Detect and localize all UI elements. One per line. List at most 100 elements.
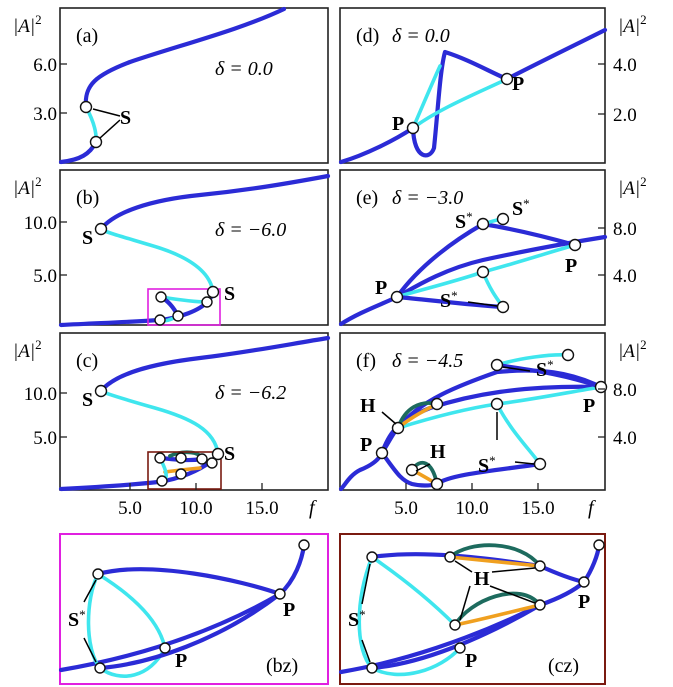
- panel-f-point-p1: [375, 446, 389, 460]
- panel-cz-point-s*2: [366, 662, 378, 674]
- panel-c-label-s1: S: [82, 389, 93, 411]
- panel-d-label-p1: P: [392, 113, 404, 135]
- panel-c-point-h1: [154, 452, 166, 464]
- panel-e-tag: (e): [356, 187, 378, 209]
- panel-e-stable-right: [480, 221, 578, 248]
- panel-cz-stable-bottom: [369, 602, 543, 671]
- panel-c-point-h2: [175, 452, 187, 464]
- panel-d-tag: (d): [356, 25, 379, 47]
- panel-bz-arrow-2: [83, 637, 97, 663]
- panel-f-xtick-5: 5.0: [394, 498, 418, 519]
- panel-e-label-s*3: S*: [440, 288, 458, 312]
- panel-b-ylabel: |A|2: [13, 174, 42, 199]
- panel-cz-arrow-2: [361, 639, 371, 663]
- panel-e-stable-mid: [394, 221, 486, 300]
- panel-cz-label-p1: P: [465, 650, 477, 672]
- panel-f-point-p2: [594, 380, 608, 394]
- panel-c-tag: (c): [76, 350, 98, 372]
- panel-a-ytick-6: 6.0: [33, 55, 57, 76]
- panel-b-point-s-lower: [206, 285, 220, 299]
- panel-c-frame: [59, 332, 329, 491]
- panel-bz-point-s: [298, 539, 310, 551]
- panel-b-point-s-upper: [94, 222, 108, 236]
- panel-bz-tag: (bz): [266, 655, 298, 677]
- panel-e-point-s*1: [476, 217, 490, 231]
- panel-bz-label-s*: S*: [68, 607, 86, 631]
- panel-c-ytick-5: 5.0: [33, 428, 57, 449]
- panel-f-point-h3: [405, 463, 419, 477]
- panel-cz-orange-upper: [448, 555, 542, 568]
- panel-b-unstable-main: [99, 227, 215, 294]
- panel-b-zoom-box: [147, 288, 221, 326]
- panel-f-label-s*2: S*: [478, 453, 496, 477]
- panel-a-frame: [59, 7, 329, 164]
- panel-e-label-p2: P: [565, 255, 577, 277]
- panel-cz-label-s*: S*: [348, 607, 366, 631]
- panel-f-point-h1: [391, 421, 405, 435]
- panel-d-ylabel: |A|2: [618, 12, 647, 37]
- panel-a-tag: (a): [76, 25, 98, 47]
- panel-c-point-s-lower: [211, 447, 225, 461]
- panel-c-stable-lower: [58, 479, 161, 492]
- panel-e-stable-lower: [338, 294, 400, 327]
- panel-c-stable-upper: [98, 335, 331, 394]
- panel-b-point-s*2: [154, 314, 166, 326]
- panel-c-xtick-10: 10.0: [179, 498, 212, 519]
- panel-cz-point-p1: [454, 642, 466, 654]
- panel-cz-arrow-h3: [459, 585, 471, 621]
- panel-cz-stable-upper: [369, 542, 602, 585]
- panel-c-point-s*: [156, 475, 168, 487]
- panel-bz-arrow-1: [83, 579, 97, 603]
- panel-a: S (a) δ = 0.0 6.0 3.0 |A|2: [13, 6, 329, 165]
- panel-e-point-s*3: [476, 265, 490, 279]
- panel-f-ylabel: |A|2: [618, 337, 647, 362]
- panel-d-ytick-4: 4.0: [613, 55, 637, 76]
- panel-d-stable-lower: [338, 125, 416, 165]
- panel-f-delta: δ = −4.5: [392, 350, 463, 372]
- panel-e-label-s*2: S*: [512, 196, 530, 220]
- panel-cz-unstable-diag: [370, 555, 457, 627]
- panel-f-stable-upper: [379, 384, 604, 456]
- panel-b-label-s2: S: [224, 283, 235, 305]
- panel-cz-arrow-h4: [489, 585, 536, 604]
- panel-f-ytick-4: 4.0: [613, 428, 637, 449]
- panel-c-xtick-15: 15.0: [245, 498, 278, 519]
- panel-b-stable-upper: [98, 173, 331, 232]
- panel-cz-tag: (cz): [548, 655, 579, 677]
- panel-f-unstable-loop: [495, 402, 542, 466]
- panel-cz-stable-lower: [338, 579, 587, 675]
- panel-c-xtick-5: 5.0: [118, 498, 142, 519]
- panel-b-point-p1: [201, 296, 213, 308]
- panel-f-label-p2: P: [583, 395, 595, 417]
- panel-c-unstable-main: [99, 389, 220, 456]
- panel-b-tag: (b): [76, 187, 99, 209]
- panel-d-unstable-upper: [411, 77, 509, 130]
- panel-c-point-p1: [206, 457, 218, 469]
- panel-b-delta: δ = −6.0: [215, 219, 286, 241]
- panel-cz-arrow-1: [361, 563, 371, 605]
- panel-d-point-p1: [406, 121, 420, 135]
- panel-e-ylabel: |A|2: [618, 174, 647, 199]
- panel-bz-label-p2: P: [283, 599, 295, 621]
- panel-a-label-s: S: [120, 107, 131, 129]
- panel-f-arrow-h1: [381, 411, 397, 425]
- panel-f-arrow-h3: [415, 463, 431, 472]
- panel-f-tag: (f): [356, 350, 376, 372]
- panel-b-ytick-5: 5.0: [33, 266, 57, 287]
- panel-c-point-p2: [175, 468, 187, 480]
- panel-c-ylabel: |A|2: [13, 337, 42, 362]
- panel-cz-point-s*1: [366, 551, 378, 563]
- panel-f-stable-bottom: [338, 450, 385, 492]
- panel-d-point-p2: [500, 72, 514, 86]
- panel-e-frame: [339, 169, 606, 326]
- panel-f-point-h4: [430, 477, 444, 491]
- panel-cz: S* H P P (cz): [338, 533, 606, 685]
- panel-f-stable-top: [494, 362, 604, 390]
- panel-c-point-s-upper: [94, 384, 108, 398]
- panel-e: S* S* S* P P (e) δ = −3.0 8.0 4.0 |A|2: [338, 169, 647, 327]
- panel-cz-frame: [339, 533, 606, 685]
- panel-d-frame: [339, 7, 606, 164]
- panel-e-point-p2: [568, 238, 582, 252]
- panel-e-point-s*4: [496, 300, 510, 314]
- panel-cz-label-p2: P: [578, 591, 590, 613]
